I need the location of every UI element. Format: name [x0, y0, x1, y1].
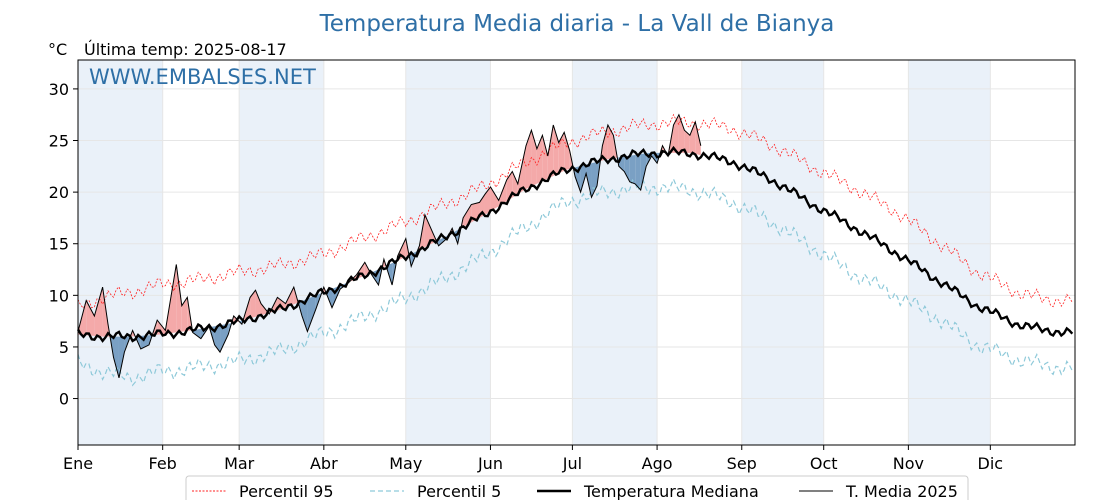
y-axis-ticks: 0 5 10 15 20 25 30 [49, 80, 78, 409]
legend-box [185, 475, 969, 500]
series-current-line [77, 113, 702, 379]
fill-below-median [214, 325, 221, 353]
fill-above-median [525, 130, 532, 190]
fill-above-median [678, 114, 685, 153]
fill-above-median [86, 300, 95, 336]
fill-above-median [512, 171, 518, 198]
fill-below-median [301, 298, 308, 332]
fill-above-median [536, 135, 543, 184]
x-tick-label: Ago [642, 454, 673, 473]
fill-above-median [176, 264, 182, 333]
fill-below-median [624, 155, 630, 182]
fill-above-median [558, 132, 565, 174]
x-tick-label: Sep [727, 454, 757, 473]
legend-label-p5: Percentil 5 [417, 482, 501, 500]
plot-frame [77, 59, 1076, 446]
fill-below-median [635, 154, 641, 191]
last-temp-label: Última temp: 2025-08-17 [84, 40, 287, 59]
x-tick-label: Nov [893, 454, 924, 473]
fill-above-median [94, 287, 103, 337]
x-tick-label: Jun [477, 454, 503, 473]
series-p5-line [77, 177, 1073, 387]
y-tick-label: 0 [59, 390, 69, 409]
fill-above-median [498, 179, 507, 207]
x-tick-label: Oct [810, 454, 838, 473]
legend: Percentil 95 Percentil 5 Temperatura Med… [185, 475, 969, 500]
unit-label: °C [48, 40, 67, 59]
legend-label-median: Temperatura Mediana [583, 482, 759, 500]
fill-above-median [424, 214, 434, 248]
fill-above-median [547, 125, 554, 179]
series-median-line [76, 145, 1074, 343]
fill-above-median [517, 145, 526, 195]
fill-above-median [181, 297, 188, 332]
month-band [405, 60, 491, 445]
fill-above-median [684, 130, 690, 153]
month-bands [78, 60, 991, 445]
fill-below-median [629, 154, 636, 184]
fill-below-median [192, 328, 201, 339]
x-tick-label: Ene [63, 454, 93, 473]
fill-above-median [689, 121, 696, 154]
month-band [908, 60, 991, 445]
chart-title: Temperatura Media diaria - La Vall de Bi… [319, 11, 835, 37]
x-tick-label: Abr [310, 454, 338, 473]
fill-above-median [542, 135, 548, 182]
y-tick-label: 15 [49, 235, 69, 254]
y-tick-label: 30 [49, 80, 69, 99]
series-p95-line [77, 113, 1073, 310]
y-tick-label: 10 [49, 286, 69, 305]
fill-below-median [640, 153, 647, 191]
fill-above-median [673, 114, 679, 153]
fill-below-median [118, 336, 125, 378]
fill-below-median [220, 323, 229, 353]
month-band [741, 60, 824, 445]
fill-above-median [255, 290, 262, 317]
fill-above-median [479, 194, 485, 218]
fill-below-median [575, 165, 581, 193]
fill-above-median [564, 132, 570, 171]
x-tick-label: Mar [224, 454, 255, 473]
x-tick-label: Jul [562, 454, 582, 473]
x-tick-label: Dic [978, 454, 1004, 473]
legend-label-current: T. Media 2025 [845, 482, 958, 500]
fill-below-median [586, 163, 592, 198]
y-tick-label: 20 [49, 183, 69, 202]
month-band [78, 60, 163, 445]
fill-below-median [307, 295, 316, 332]
x-tick-label: May [389, 454, 422, 473]
month-band [572, 60, 658, 445]
watermark: WWW.EMBALSES.NET [89, 65, 316, 89]
y-tick-label: 5 [59, 338, 69, 357]
fill-above-median [484, 186, 491, 215]
y-tick-label: 25 [49, 132, 69, 151]
fill-above-median [553, 125, 559, 176]
fill-above-median [490, 186, 499, 212]
fill-below-median [580, 164, 587, 193]
fill-above-median [250, 290, 256, 319]
x-axis-ticks: Ene Feb Mar Abr May Jun Jul Ago Sep Oct Nov Dic [63, 445, 1003, 473]
series-lines [76, 113, 1074, 387]
legend-label-p95: Percentil 95 [239, 482, 334, 500]
fill-above-median [695, 121, 701, 156]
x-tick-label: Feb [149, 454, 177, 473]
